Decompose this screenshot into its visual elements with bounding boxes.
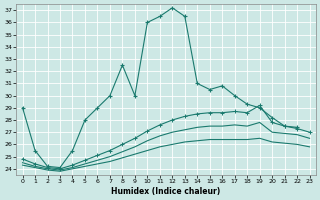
X-axis label: Humidex (Indice chaleur): Humidex (Indice chaleur) <box>111 187 221 196</box>
